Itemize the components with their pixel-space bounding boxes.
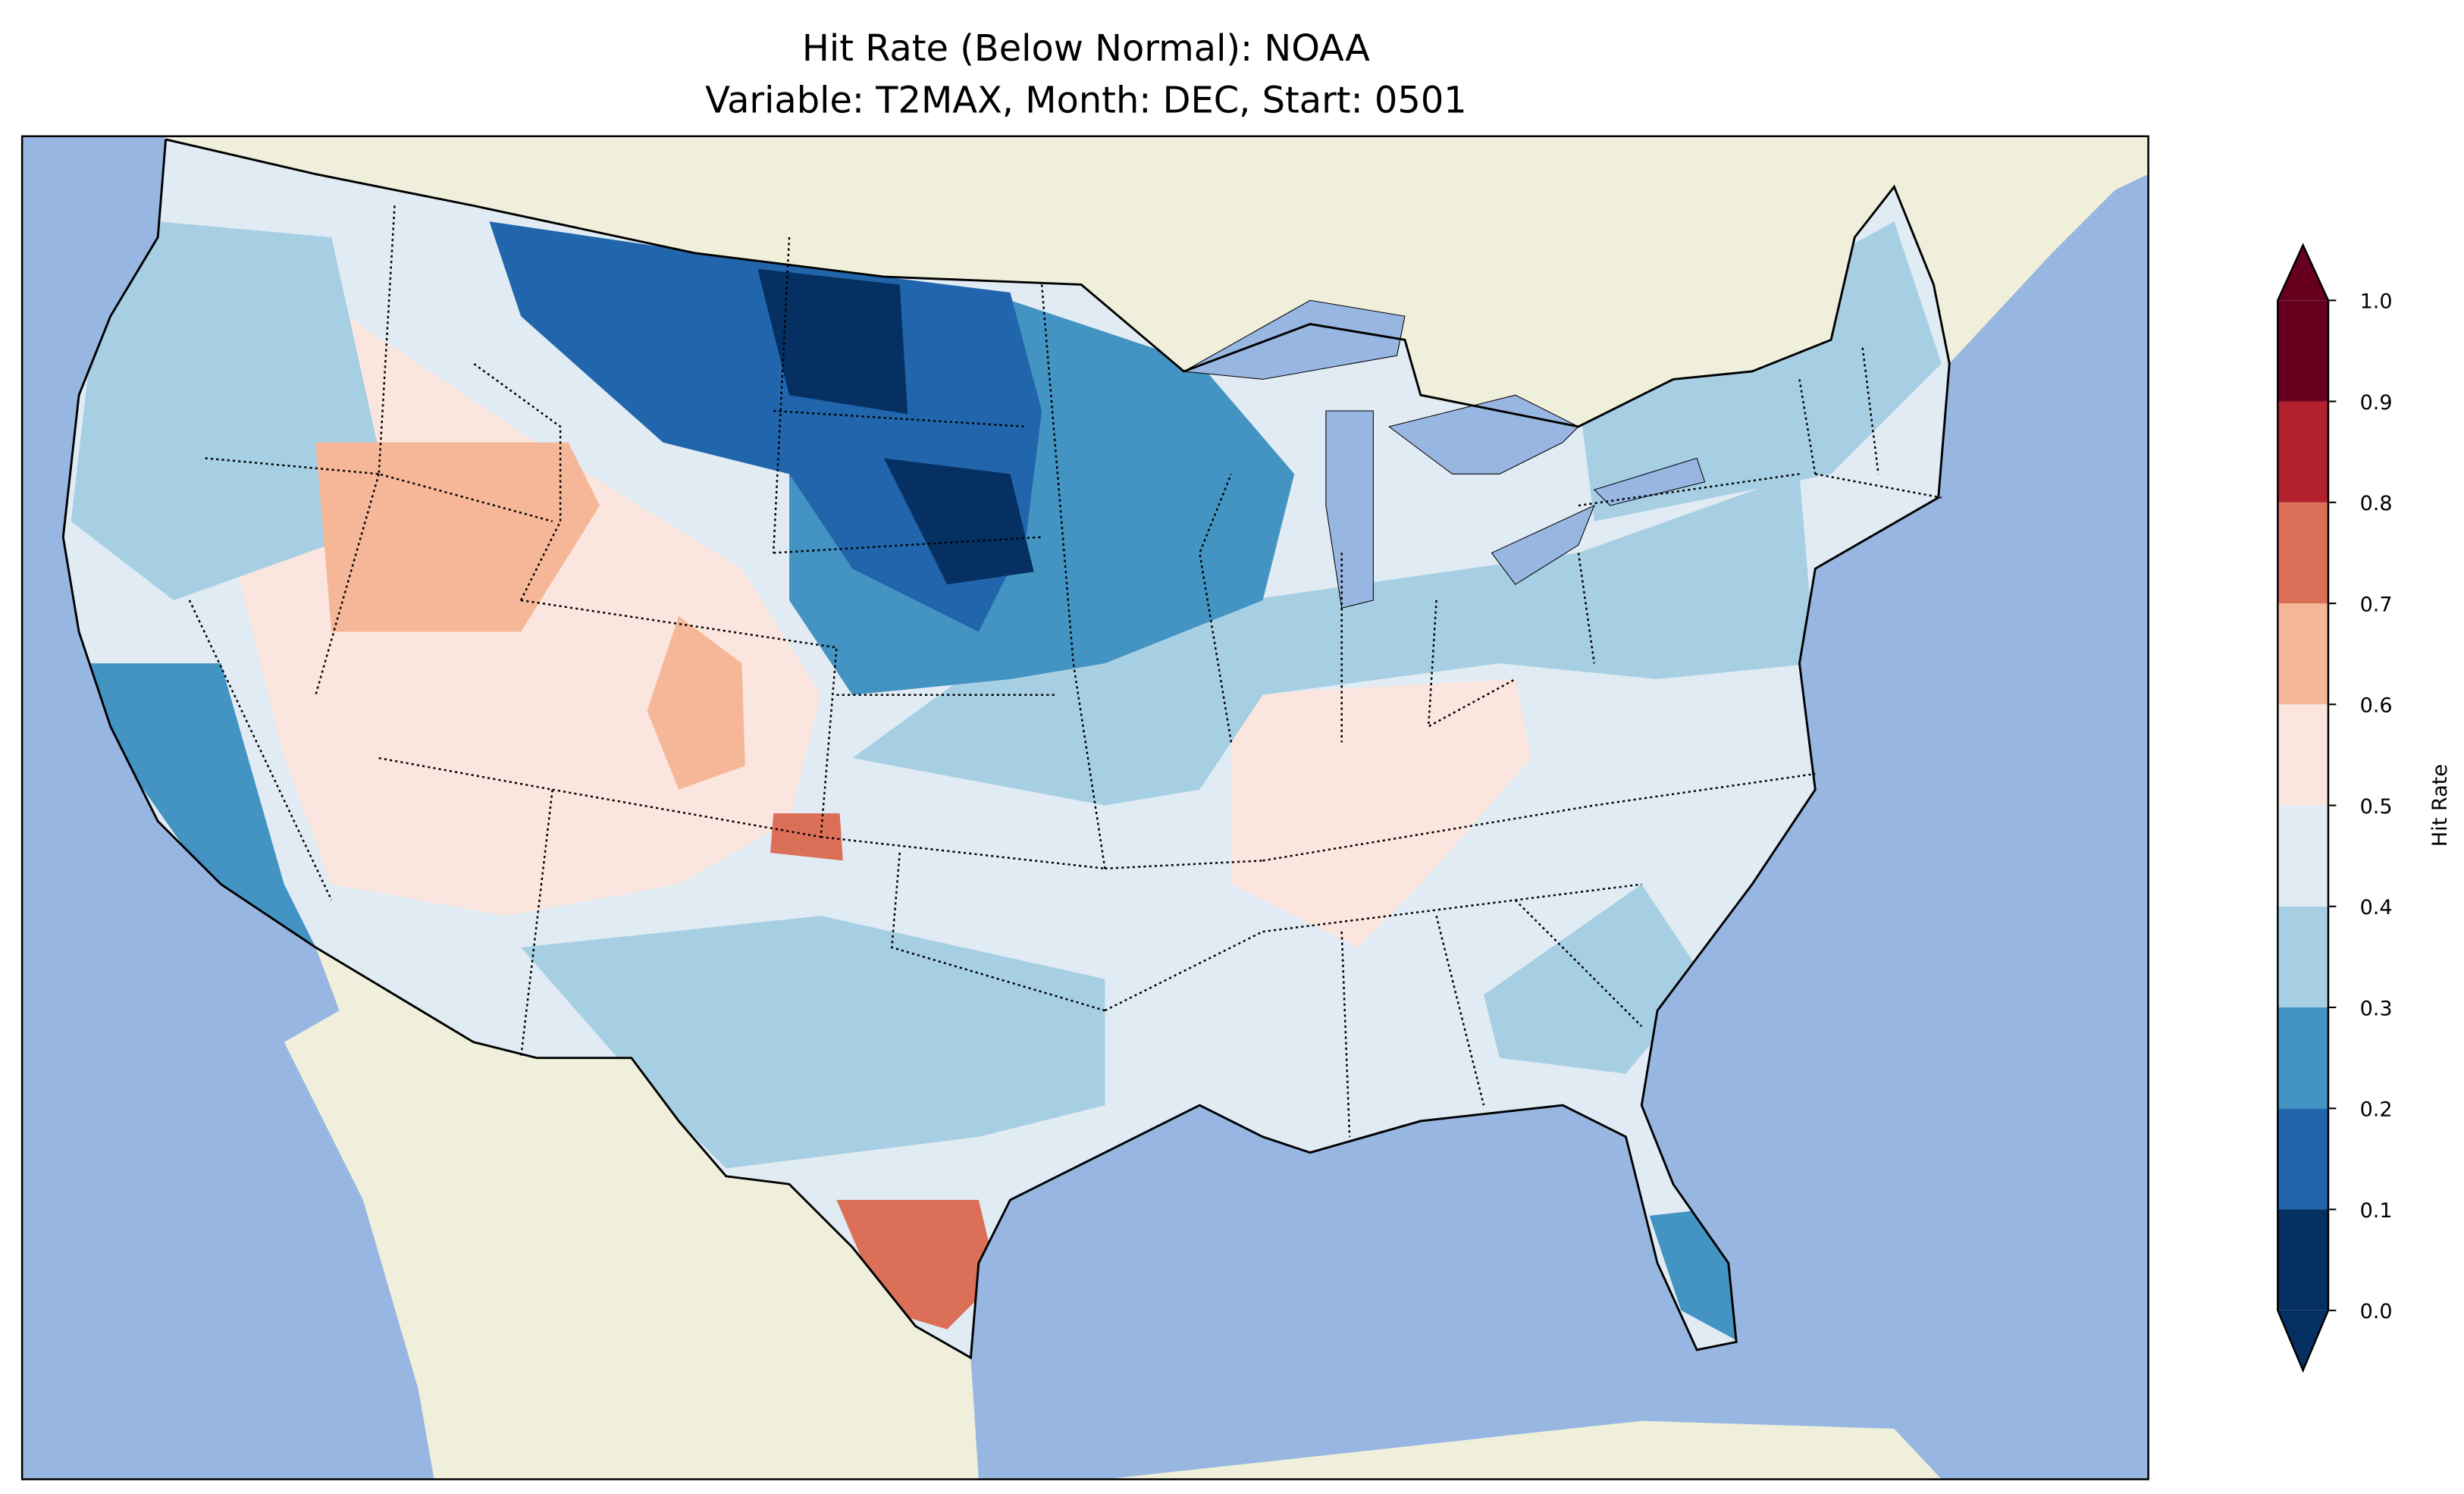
state-boundary: [1199, 473, 1233, 743]
state-boundary: [1577, 553, 1596, 664]
coastline: [61, 138, 1951, 1360]
colorbar-extend-min: [2277, 1310, 2328, 1370]
region-northern-plains: [489, 221, 1042, 632]
colorbar-segment: [2277, 502, 2328, 604]
colorbar-label: Hit Rate: [2428, 764, 2452, 847]
region-ohio-valley-midwest: [852, 474, 1816, 806]
title-line-2: Variable: T2MAX, Month: DEC, Start: 0501: [705, 80, 1467, 122]
colorbar-tick-label: 0.9: [2360, 391, 2393, 415]
map-frame: [20, 135, 2149, 1480]
lake-2: [1387, 394, 1579, 475]
colorbar-tick-label: 0.4: [2360, 896, 2393, 919]
lake-1: [1325, 410, 1374, 609]
region-midwest-kentucky: [1230, 678, 1531, 947]
atlantic-gulf-ocean: [970, 136, 2149, 1480]
region-montana-north-dakota-core: [757, 268, 908, 415]
state-boundary: [1104, 930, 1264, 1012]
region-northeast: [1578, 221, 1942, 521]
colorbar-segment: [2277, 805, 2328, 907]
colorbar-tick-label: 0.1: [2360, 1199, 2393, 1223]
colorbar-segment: [2277, 704, 2328, 806]
region-south-texas: [836, 1200, 998, 1330]
state-boundary: [1815, 473, 1942, 499]
colorbar-segment: [2277, 906, 2328, 1008]
colorbar-tick-label: 0.6: [2360, 694, 2393, 718]
region-pacific-northwest: [71, 221, 395, 600]
state-boundary: [520, 599, 838, 838]
lake-4: [1593, 457, 1706, 506]
colorbar-tick-label: 0.3: [2360, 997, 2393, 1020]
state-boundary: [205, 457, 379, 475]
state-boundary: [1262, 772, 1816, 862]
map-axes: [22, 136, 2149, 1480]
colorbar-tick-label: 0.5: [2360, 795, 2393, 819]
colorbar-segment: [2277, 300, 2328, 402]
great-lakes: [1182, 299, 1706, 609]
region-new-mexico-spot: [770, 813, 843, 861]
title-line-1: Hit Rate (Below Normal): NOAA: [802, 28, 1370, 70]
region-south-dakota-core: [883, 458, 1034, 585]
colorbar-segment: [2277, 1209, 2328, 1311]
state-boundaries: [188, 205, 1942, 1137]
state-boundary: [1514, 899, 1643, 1027]
colorbar-tick-label: 0.0: [2360, 1300, 2393, 1323]
region-colorado: [647, 615, 745, 790]
state-boundary: [890, 852, 1105, 1012]
colorbar-segment: [2277, 1108, 2328, 1210]
state-boundary: [820, 835, 1105, 870]
colorbar-extend-max: [2277, 245, 2328, 301]
state-boundary: [1861, 347, 1879, 475]
colorbar-segment: [2277, 603, 2328, 705]
state-boundary: [188, 600, 333, 900]
state-boundary: [773, 536, 1042, 554]
state-boundary: [1105, 860, 1263, 870]
colorbar: 0.0 0.1 0.2 0.3 0.4 0.5 0.6 0.7 0.8 0.9 1.0: [2277, 243, 2393, 1373]
lake-3: [1491, 504, 1595, 585]
lake-0: [1182, 299, 1406, 380]
region-california: [79, 663, 316, 947]
colorbar-tick-label: 0.2: [2360, 1098, 2393, 1122]
state-boundary: [1578, 473, 1800, 507]
colorbar-tick-label: 0.8: [2360, 492, 2393, 515]
colorbar-tick-label: 1.0: [2360, 290, 2393, 314]
colorbar-segment: [2277, 1007, 2328, 1109]
state-boundary: [1340, 932, 1351, 1137]
colorbar-segment: [2277, 401, 2328, 503]
pacific-ocean: [22, 136, 434, 1480]
state-boundary: [552, 788, 821, 838]
colorbar-tick-label: 0.7: [2360, 593, 2393, 616]
state-boundary: [378, 205, 553, 522]
state-boundary: [773, 409, 1027, 428]
